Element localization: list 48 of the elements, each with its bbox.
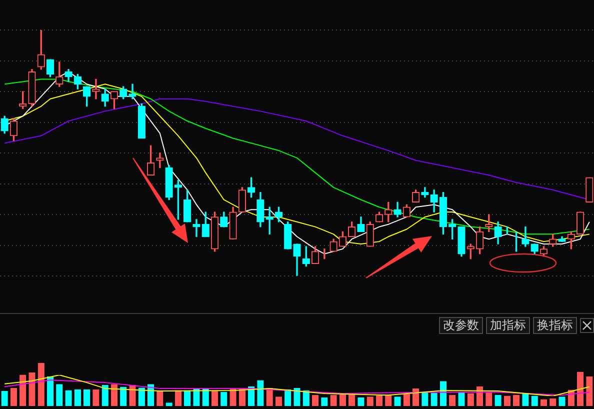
- bar: [339, 394, 346, 406]
- bar: [20, 374, 26, 406]
- bar: [230, 388, 236, 406]
- bar: [486, 392, 492, 406]
- bar: [38, 363, 44, 406]
- bar: [65, 390, 72, 406]
- text: 换指标: [533, 317, 577, 334]
- bar: [46, 376, 54, 406]
- bar: [430, 392, 438, 406]
- bar: [576, 372, 584, 406]
- bar: [266, 388, 273, 406]
- candlestick: [128, 84, 136, 100]
- bar: [74, 389, 82, 406]
- bar: [83, 389, 90, 406]
- bar: [202, 388, 209, 406]
- bar: [193, 388, 200, 406]
- bar: [138, 388, 145, 406]
- text: 改参数: [439, 317, 483, 334]
- bar: [220, 392, 228, 406]
- bar: [458, 392, 465, 406]
- bar: [403, 394, 410, 406]
- bar: [56, 384, 63, 406]
- candlestick: [156, 152, 164, 168]
- bar: [28, 372, 36, 406]
- bar: [156, 391, 164, 406]
- bar: [211, 390, 218, 406]
- text: 加指标: [486, 317, 530, 334]
- bar: [348, 394, 356, 406]
- bar: [174, 390, 182, 406]
- bar: [586, 376, 593, 406]
- bar: [129, 385, 136, 406]
- bar: [294, 388, 300, 406]
- bar: [257, 380, 264, 406]
- bar: [102, 385, 108, 406]
- candlestick: [192, 219, 200, 237]
- bar: [92, 389, 100, 406]
- bar: [284, 389, 292, 406]
- bar: [10, 388, 18, 406]
- bar: [422, 392, 428, 406]
- bar: [467, 393, 474, 406]
- bar: [110, 384, 118, 406]
- bar: [522, 393, 529, 406]
- bar: [184, 390, 191, 406]
- bar: [1, 391, 8, 406]
- bar: [120, 386, 127, 406]
- bar: [166, 402, 172, 406]
- candlestick: [92, 78, 100, 100]
- bar: [238, 388, 246, 406]
